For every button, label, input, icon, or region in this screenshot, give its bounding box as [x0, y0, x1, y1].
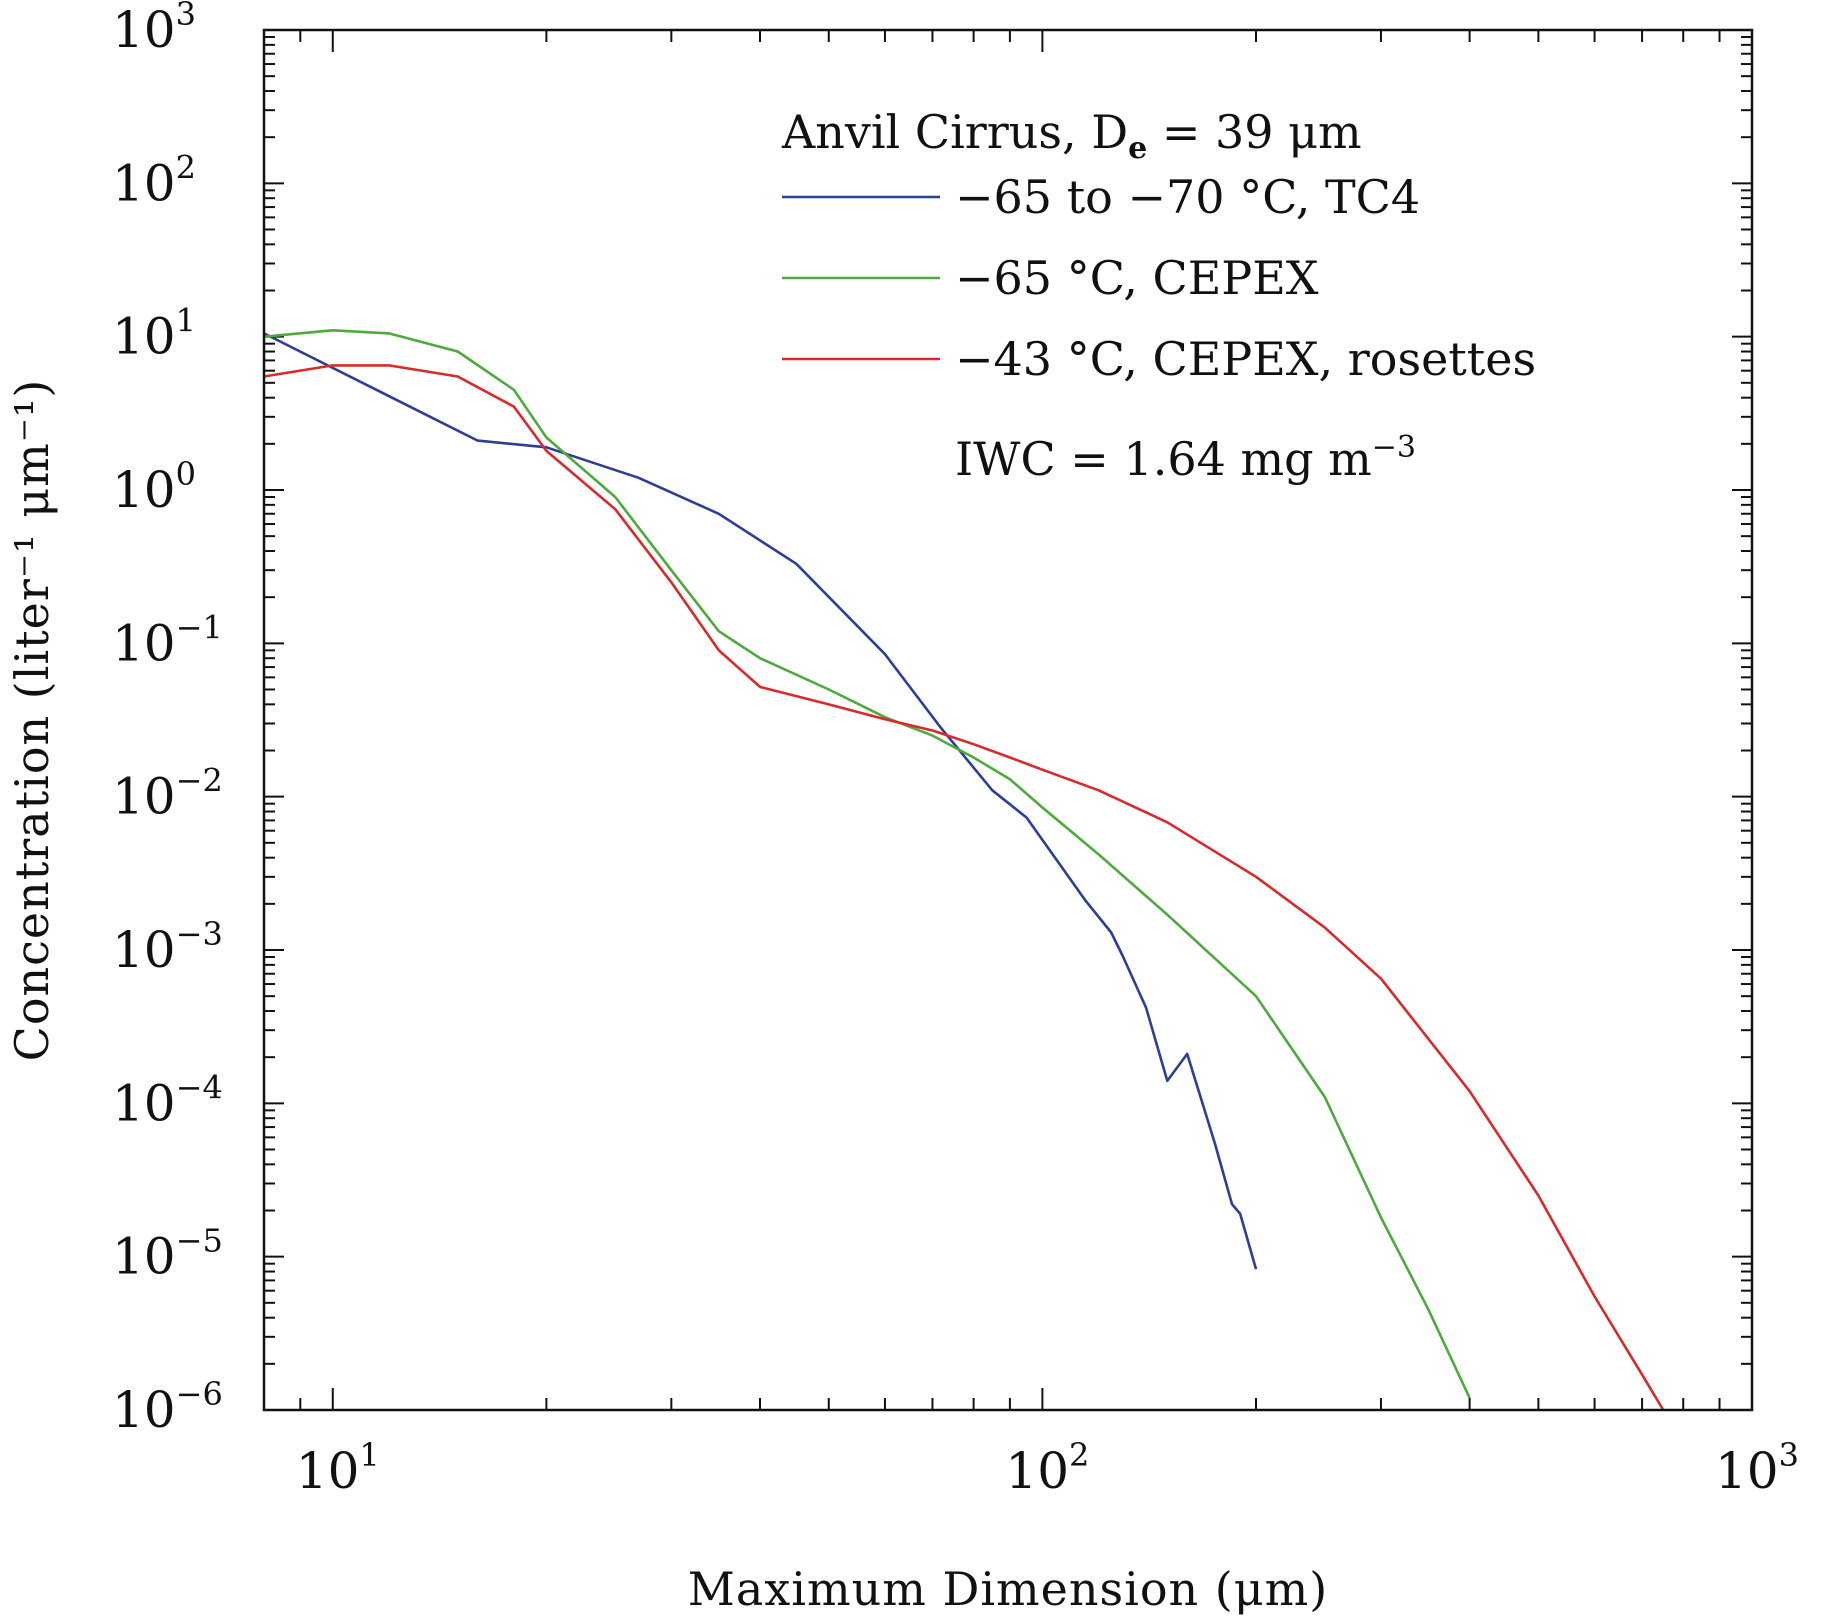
legend-label-3: −43 °C, CEPEX, rosettes: [955, 332, 1536, 386]
x-tick-label: 103: [1715, 1436, 1799, 1500]
series-line-3: [263, 364, 1665, 1411]
legend-iwc-sup: −3: [1372, 430, 1416, 465]
plot-frame: [262, 28, 1754, 1412]
tick-labels: 103 102 101 100 10−1 10−2 10−3 10−4 10−5 10−6 101 1…: [112, 0, 1799, 1500]
x-tick-label: 101: [296, 1436, 380, 1500]
axis-ticks: [263, 29, 1753, 1411]
legend: Anvil Cirrus, De = 39 μm −65 to −70 °C, …: [781, 105, 1536, 486]
legend-title-rest: = 39 μm: [1147, 105, 1361, 159]
y-tick-label: 10−4: [112, 1068, 223, 1132]
y-tick-label: 10−2: [112, 762, 223, 826]
legend-label-1: −65 to −70 °C, TC4: [955, 170, 1420, 224]
y-tick-label: 102: [112, 148, 196, 212]
legend-title-sub: e: [1128, 131, 1147, 166]
y-tick-label: 103: [112, 0, 196, 59]
x-axis-label: Maximum Dimension (μm): [688, 1562, 1328, 1616]
series-line-1: [263, 332, 1258, 1270]
legend-title: Anvil Cirrus, De = 39 μm: [781, 105, 1362, 166]
legend-iwc-main: IWC = 1.64 mg m: [955, 432, 1372, 486]
legend-label-2: −65 °C, CEPEX: [955, 251, 1319, 305]
y-axis-label: Concentration (liter⁻¹ μm⁻¹): [5, 379, 59, 1062]
legend-iwc: IWC = 1.64 mg m−3: [955, 430, 1416, 486]
y-tick-label: 10−3: [112, 915, 223, 979]
y-tick-label: 10−6: [112, 1375, 223, 1439]
x-tick-label: 102: [1005, 1436, 1089, 1500]
y-tick-label: 101: [112, 302, 196, 366]
y-tick-label: 10−5: [112, 1222, 223, 1286]
legend-entries: −65 to −70 °C, TC4 −65 °C, CEPEX −43 °C, C…: [782, 170, 1536, 386]
y-tick-label: 10−1: [112, 608, 223, 672]
y-tick-label: 100: [112, 455, 196, 519]
legend-title-main: Anvil Cirrus, D: [781, 105, 1128, 159]
series-line-2: [263, 328, 1471, 1399]
series-layer: [263, 328, 1665, 1411]
